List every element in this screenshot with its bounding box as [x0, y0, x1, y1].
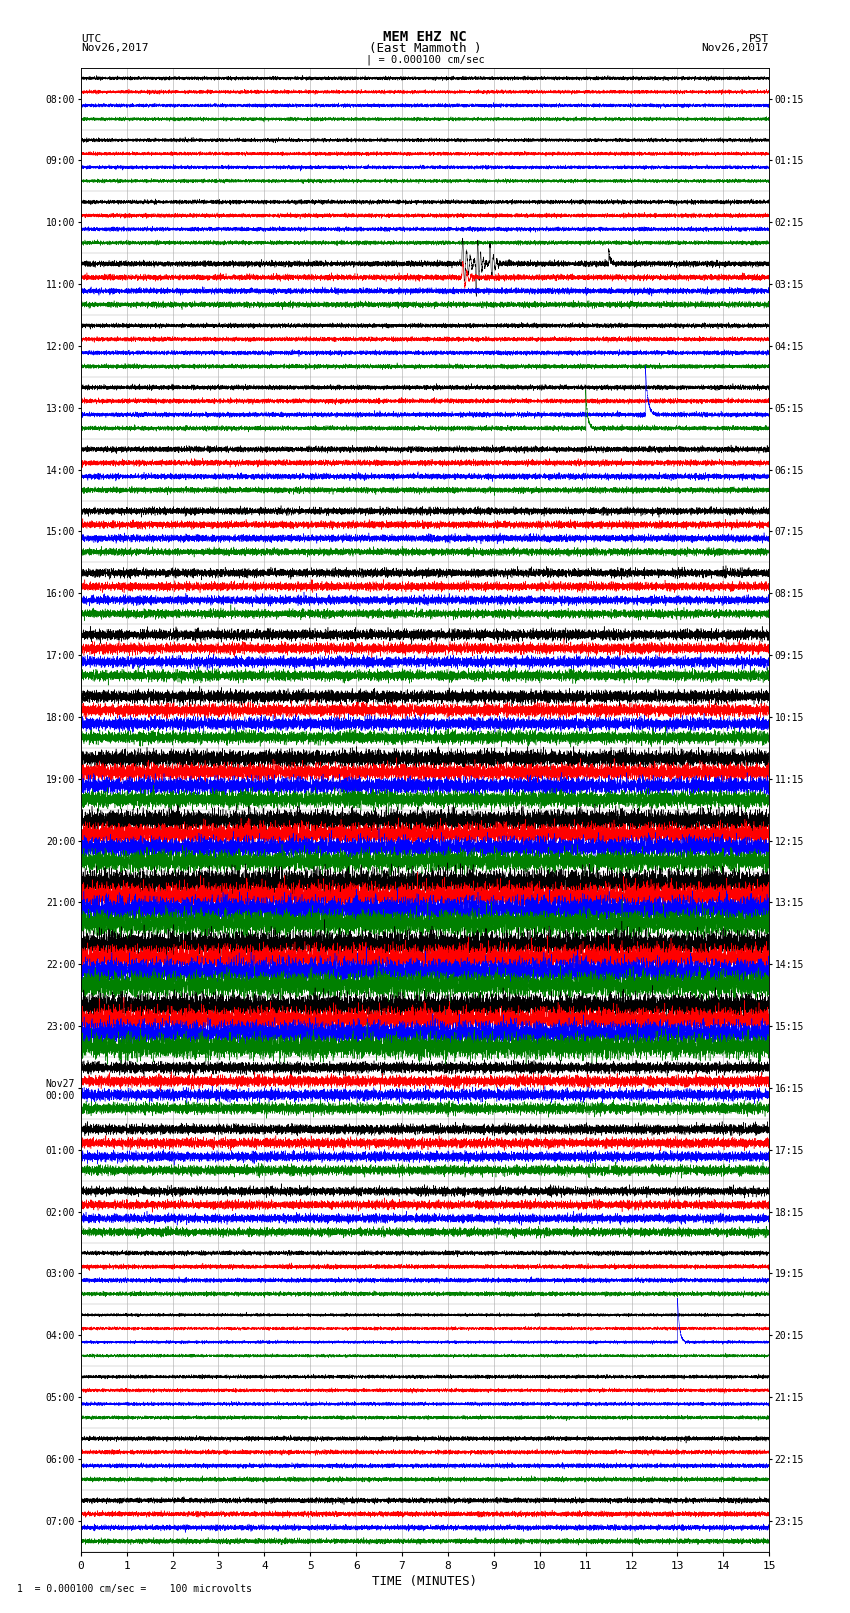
- Text: UTC: UTC: [81, 34, 101, 44]
- Text: Nov26,2017: Nov26,2017: [81, 44, 148, 53]
- Text: MEM EHZ NC: MEM EHZ NC: [383, 31, 467, 44]
- Text: (East Mammoth ): (East Mammoth ): [369, 42, 481, 55]
- Text: 1  = 0.000100 cm/sec =    100 microvolts: 1 = 0.000100 cm/sec = 100 microvolts: [17, 1584, 252, 1594]
- Text: PST: PST: [749, 34, 769, 44]
- X-axis label: TIME (MINUTES): TIME (MINUTES): [372, 1574, 478, 1587]
- Text: | = 0.000100 cm/sec: | = 0.000100 cm/sec: [366, 53, 484, 65]
- Text: Nov26,2017: Nov26,2017: [702, 44, 769, 53]
